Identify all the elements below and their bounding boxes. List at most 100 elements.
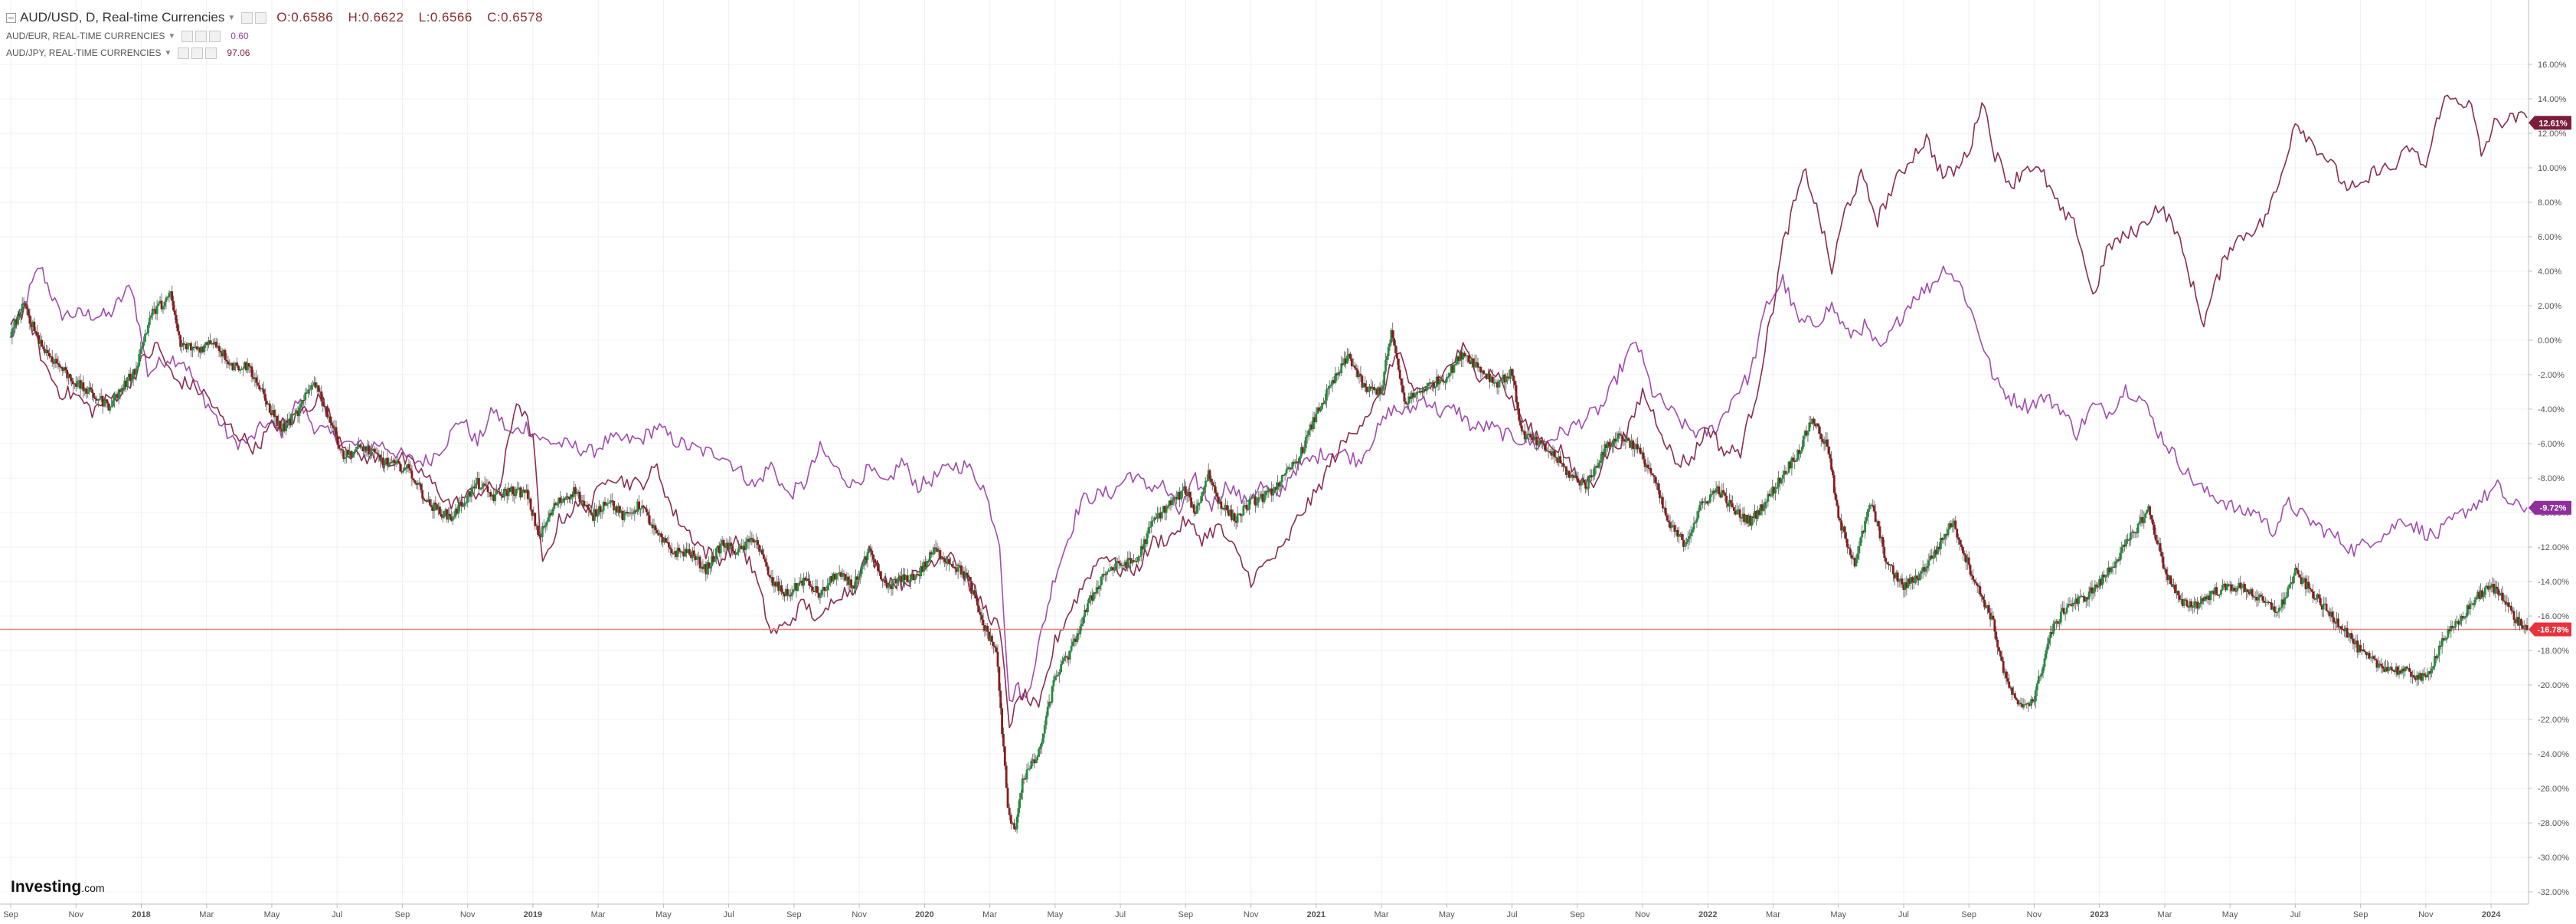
candle (1972, 568, 1975, 584)
chevron-down-icon[interactable]: ▼ (164, 48, 172, 57)
candle (2377, 656, 2380, 671)
candle (200, 343, 203, 355)
comparison-label[interactable]: AUD/JPY, REAL-TIME CURRENCIES (6, 48, 162, 58)
candle (1565, 466, 1568, 479)
candle (2117, 556, 2120, 563)
candle (659, 530, 662, 542)
main-symbol-label[interactable]: AUD/USD, D, Real-time Currencies (20, 10, 225, 25)
candle (2522, 620, 2525, 634)
candle (58, 360, 61, 373)
candle (1911, 575, 1914, 590)
candle (1396, 346, 1398, 365)
candle (556, 501, 559, 508)
candle (1101, 573, 1104, 585)
candle (596, 508, 599, 523)
aud-eur-line[interactable] (10, 265, 2528, 703)
eye-icon[interactable] (178, 47, 190, 59)
candle (1934, 546, 1937, 559)
collapse-icon[interactable] (6, 12, 16, 23)
candle (858, 570, 861, 584)
candle (2055, 619, 2058, 629)
candle (914, 575, 917, 585)
candle (439, 502, 441, 516)
settings-icon[interactable] (241, 11, 253, 24)
x-tick-label: 2018 (132, 910, 150, 919)
candle (1285, 463, 1288, 477)
candle (2008, 673, 2011, 690)
candle (888, 578, 891, 590)
candle (2390, 662, 2393, 674)
x-tick-label: Mar (591, 910, 606, 919)
eye-icon[interactable] (181, 30, 194, 42)
candle (243, 361, 246, 369)
close-icon[interactable] (205, 47, 217, 59)
candle (1673, 522, 1676, 538)
candle (838, 565, 841, 576)
candle (122, 383, 125, 395)
candle (2332, 611, 2336, 630)
candle (1172, 497, 1175, 506)
candle (1103, 567, 1106, 580)
candle (67, 372, 70, 385)
comparison-legend-aud-jpy[interactable]: AUD/JPY, REAL-TIME CURRENCIES ▼ 97.06 (6, 44, 554, 61)
eye-icon[interactable] (255, 11, 267, 24)
candle (580, 494, 583, 506)
candle (350, 450, 352, 464)
candle (562, 496, 564, 503)
candle (950, 561, 953, 568)
candle (77, 376, 80, 389)
candle (397, 459, 400, 464)
candle (244, 360, 247, 373)
candle (1479, 365, 1483, 379)
candle (1591, 469, 1594, 482)
settings-icon[interactable] (191, 47, 204, 59)
candle (1309, 422, 1312, 437)
candle (2520, 618, 2522, 629)
candle (952, 559, 955, 568)
candle (292, 413, 295, 416)
candle (44, 341, 46, 356)
settings-icon[interactable] (195, 30, 208, 42)
candle (2524, 623, 2527, 634)
main-series-legend[interactable]: AUD/USD, D, Real-time Currencies ▼ O:0.6… (6, 8, 554, 28)
x-tick-label: Nov (2027, 910, 2042, 919)
candle (1534, 436, 1537, 445)
aud-jpy-line[interactable] (10, 94, 2528, 729)
candle (857, 570, 860, 581)
candle (1541, 438, 1544, 450)
candle (2120, 541, 2123, 559)
comparison-legend-aud-eur[interactable]: AUD/EUR, REAL-TIME CURRENCIES ▼ 0.60 (6, 28, 554, 44)
candle (162, 306, 165, 315)
x-tick-label: Mar (2157, 910, 2172, 919)
close-icon[interactable] (209, 30, 221, 42)
y-tick-label: 0.00% (2538, 336, 2561, 346)
candle (1433, 379, 1435, 392)
time-axis[interactable]: Sep Nov 2018 Mar May Jul Sep Nov 2019 Mar May Jul Se… (3, 904, 2501, 919)
candle (383, 459, 386, 473)
candle (507, 482, 510, 500)
candle (2336, 611, 2339, 629)
candle (1589, 468, 1591, 483)
candle (2319, 594, 2322, 607)
candle (1120, 561, 1123, 573)
candle (988, 631, 991, 641)
chevron-down-icon[interactable]: ▼ (227, 13, 236, 22)
comparison-label[interactable]: AUD/EUR, REAL-TIME CURRENCIES (6, 31, 165, 41)
candle (1583, 473, 1586, 485)
x-tick-label: May (1830, 910, 1846, 919)
candle (381, 451, 383, 462)
candle (1185, 489, 1188, 503)
candle (136, 362, 139, 370)
candle (172, 296, 175, 313)
chevron-down-icon[interactable]: ▼ (168, 31, 176, 41)
candle (1174, 494, 1177, 503)
candle (1380, 384, 1383, 396)
candle (274, 409, 277, 424)
candle (537, 521, 539, 537)
candle (1608, 438, 1611, 454)
candle (903, 568, 906, 588)
candle (1718, 480, 1721, 497)
candle (626, 506, 629, 517)
price-axis[interactable]: 16.00%14.00%12.00%10.00%8.00%6.00%4.00%2… (2529, 61, 2569, 897)
